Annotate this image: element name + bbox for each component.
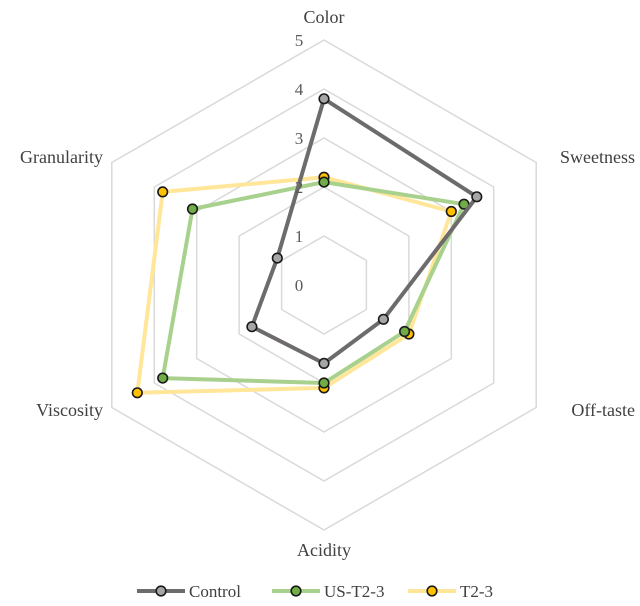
tick-label-4: 4 (295, 80, 304, 99)
legend-marker-1 (290, 585, 302, 597)
axis-label-off-taste: Off-taste (571, 400, 635, 420)
legend-label-1: US-T2-3 (324, 582, 384, 601)
tick-label-0: 0 (295, 276, 304, 295)
axis-label-granularity: Granularity (20, 147, 103, 167)
tick-label-5: 5 (295, 31, 304, 50)
tick-label-1: 1 (295, 227, 304, 246)
data-point-us-t2-3-color (318, 176, 330, 188)
axis-label-acidity: Acidity (297, 540, 351, 560)
data-point-control-acidity (318, 357, 330, 370)
radar-axis-labels: Color Sweetness Off-taste Acidity Viscosity G… (20, 7, 635, 560)
data-point-control-color (318, 93, 330, 105)
data-point-control-off-taste (377, 313, 390, 325)
legend: Control US-T2-3 T2-3 (137, 582, 493, 601)
axis-label-sweetness: Sweetness (560, 147, 635, 167)
legend-marker-2 (426, 585, 438, 597)
legend-marker-0 (155, 585, 167, 597)
grid-ring-4 (153, 88, 495, 482)
tick-label-2: 2 (295, 178, 304, 197)
data-point-us-t2-3-off-taste (399, 325, 411, 338)
data-point-us-t2-3-acidity (318, 377, 330, 389)
legend-item-t2-3: T2-3 (408, 582, 493, 601)
legend-label-0: Control (189, 582, 241, 601)
data-point-t2-3-sweetness (445, 205, 457, 218)
data-point-control-viscosity (246, 321, 258, 333)
series-control (246, 93, 483, 370)
legend-item-control: Control (137, 582, 241, 601)
radar-tick-labels: 0 1 2 3 4 5 (295, 31, 304, 295)
series-us-t2-3 (157, 176, 470, 389)
radar-grid (111, 39, 537, 531)
data-point-t2-3-granularity (157, 186, 169, 198)
data-point-us-t2-3-viscosity (157, 372, 169, 384)
tick-label-3: 3 (295, 129, 304, 148)
grid-ring-2 (238, 186, 410, 384)
data-point-control-granularity (271, 252, 283, 264)
axis-label-viscosity: Viscosity (36, 400, 103, 420)
grid-ring-5 (111, 39, 537, 531)
data-point-us-t2-3-granularity (186, 203, 199, 215)
radar-series (131, 93, 483, 399)
legend-label-2: T2-3 (460, 582, 493, 601)
axis-label-color: Color (303, 7, 344, 27)
data-point-t2-3-viscosity (131, 387, 143, 399)
series-line-1 (160, 180, 466, 385)
data-point-control-sweetness (471, 191, 483, 203)
legend-item-us-t2-3: US-T2-3 (272, 582, 384, 601)
